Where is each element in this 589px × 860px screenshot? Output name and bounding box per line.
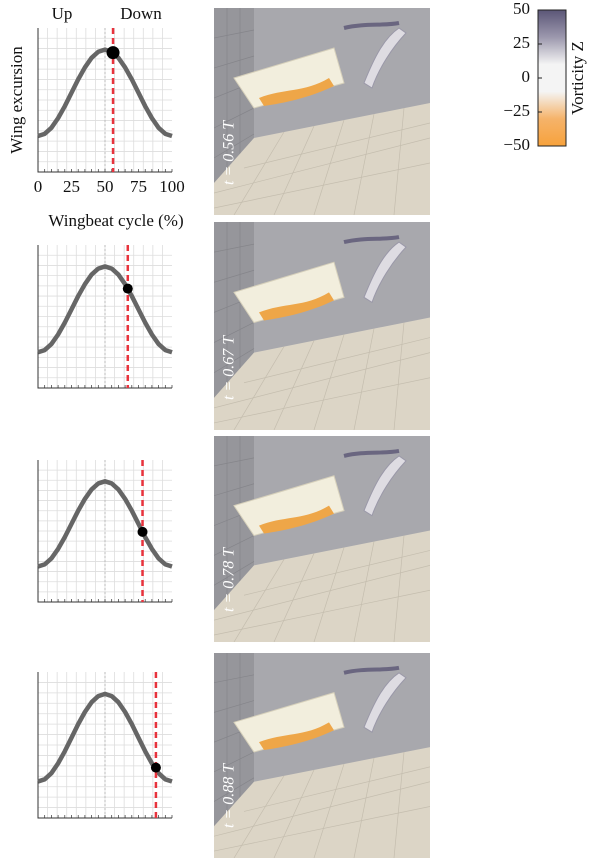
x-tick-label: 25 [63,177,80,196]
x-tick-label: 75 [130,177,147,196]
colorbar-tick-label: −25 [503,101,530,120]
render-image [214,222,430,430]
x-tick-label: 0 [34,177,43,196]
x-tick-label: 100 [159,177,185,196]
colorbar-label: Vorticity Z [568,41,587,115]
colorbar-tick-label: 0 [522,67,531,86]
colorbar-tick-label: 25 [513,33,530,52]
phase-marker [123,284,133,294]
phase-marker [107,46,120,59]
render-image [214,436,430,642]
renders [214,8,430,858]
time-label: t = 0.67 T [221,335,238,400]
colorbar-tick-label: −50 [503,135,530,154]
phase-marker [151,763,161,773]
x-axis-label: Wingbeat cycle (%) [48,211,183,230]
x-tick-label: 50 [97,177,114,196]
colorbar-tick-label: 50 [513,0,530,18]
colorbar [538,10,566,146]
render-image [214,653,430,858]
figure: 0 25 50 75 100 Up Down Wing excursion Wingbeat c… [0,0,589,860]
phase-label: Up [52,4,73,23]
time-label: t = 0.78 T [221,547,238,612]
render-image [214,8,430,215]
phase-label: Down [120,4,162,23]
y-axis-label: Wing excursion [7,46,26,154]
time-label: t = 0.88 T [221,763,238,828]
time-label: t = 0.56 T [221,120,238,185]
phase-marker [138,527,148,537]
